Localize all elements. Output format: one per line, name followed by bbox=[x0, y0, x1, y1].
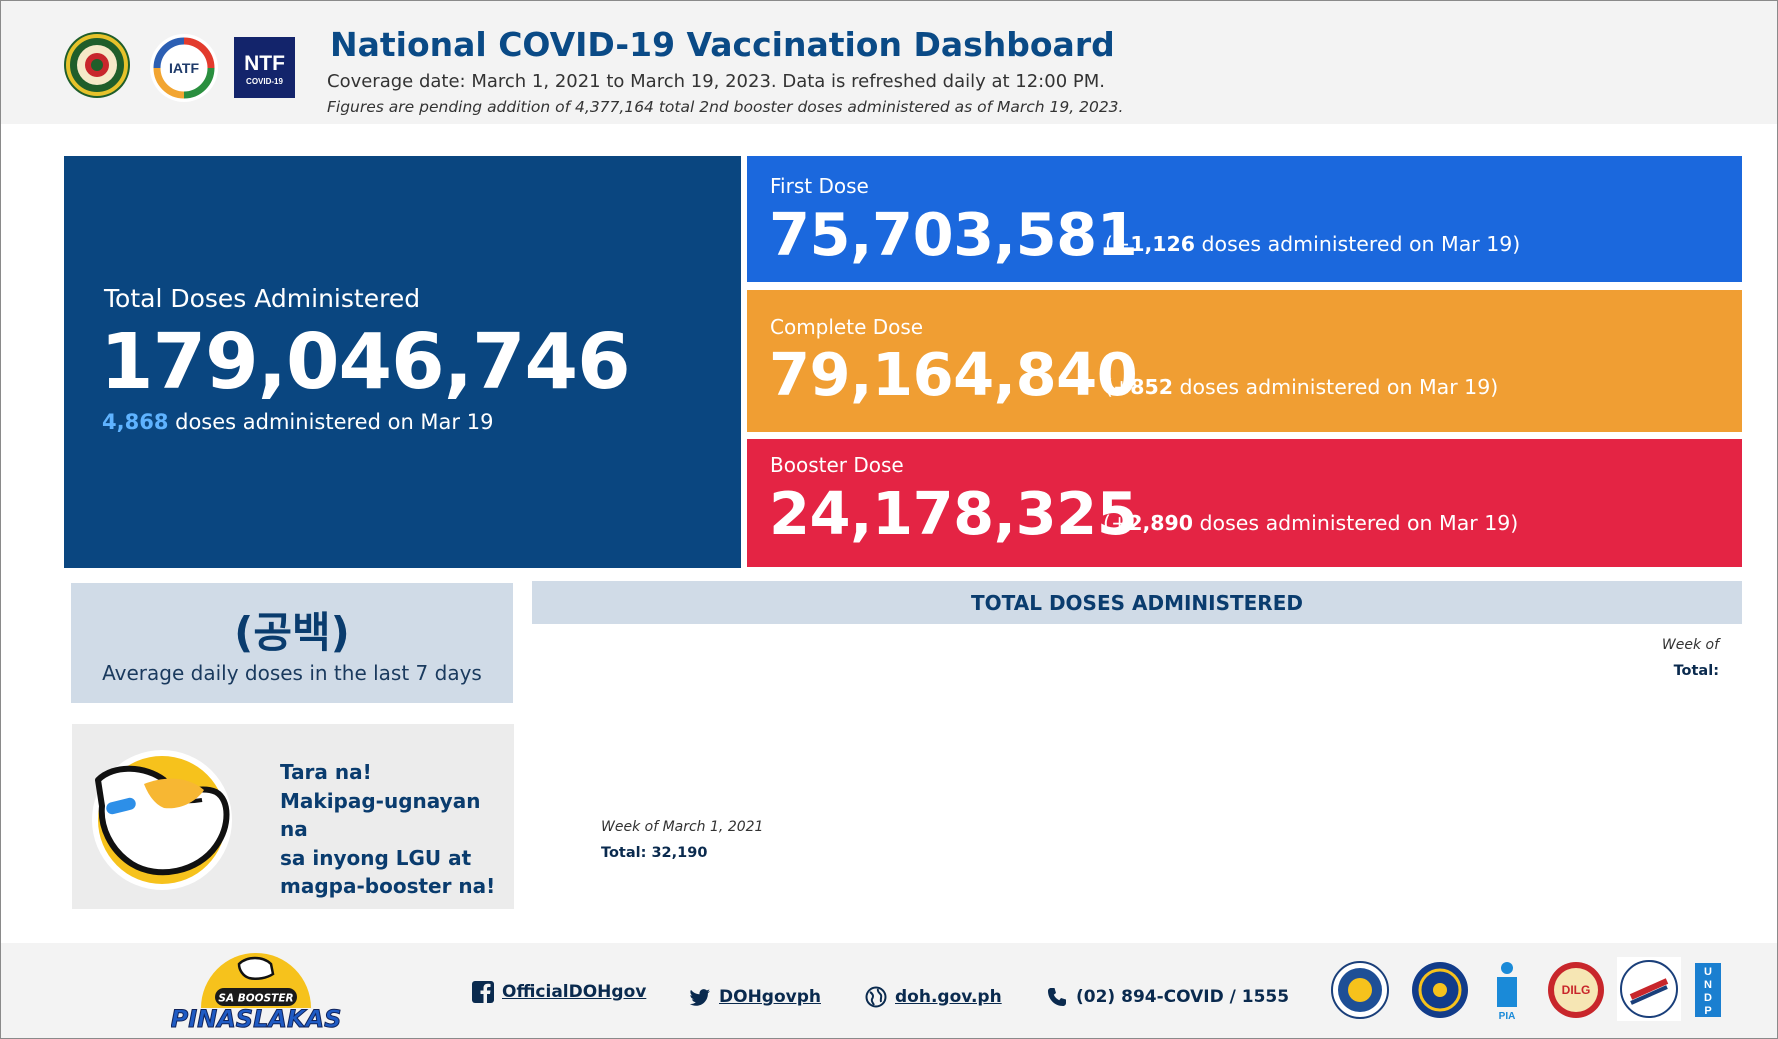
complete-dose-card: Complete Dose 79,164,840 (+852 doses adm… bbox=[747, 290, 1742, 432]
undp-letter: P bbox=[1704, 1005, 1711, 1017]
pinaslakas-logo-icon: SA BOOSTER PINASLAKAS bbox=[171, 953, 341, 1033]
chart-tooltip-week: Week of bbox=[1661, 637, 1719, 653]
undp-letter: D bbox=[1704, 992, 1712, 1004]
booster-dose-delta: 2,890 bbox=[1128, 511, 1194, 535]
total-doses-label: Total Doses Administered bbox=[104, 284, 421, 313]
first-dose-value: 75,703,581 bbox=[769, 200, 1138, 269]
complete-dose-value: 79,164,840 bbox=[769, 340, 1138, 409]
hotline-link[interactable]: (02) 894-COVID / 1555 bbox=[1046, 986, 1289, 1008]
complete-dose-suffix: doses administered on Mar 19) bbox=[1172, 375, 1499, 399]
booster-dose-label: Booster Dose bbox=[770, 453, 904, 477]
ntf-logo-text: NTF bbox=[244, 52, 285, 75]
booster-dose-daily: (+2,890 doses administered on Mar 19) bbox=[1103, 511, 1518, 535]
chart-header: TOTAL DOSES ADMINISTERED bbox=[532, 581, 1742, 624]
first-dose-daily: (+1,126 doses administered on Mar 19) bbox=[1105, 232, 1520, 256]
complete-dose-label: Complete Dose bbox=[770, 315, 924, 339]
booster-promo-box: Tara na! Makipag-ugnayan na sa inyong LG… bbox=[72, 724, 514, 909]
total-daily-suffix: doses administered on Mar 19 bbox=[168, 410, 494, 434]
undp-letter: U bbox=[1704, 966, 1712, 978]
dashboard-header: IATF NTF COVID-19 National COVID-19 Vacc… bbox=[1, 1, 1777, 124]
campaign-bottom-text: PINASLAKAS bbox=[171, 1005, 341, 1033]
total-doses-panel: Total Doses Administered 179,046,746 4,8… bbox=[64, 156, 741, 568]
average-daily-box: (공백) Average daily doses in the last 7 d… bbox=[71, 583, 513, 703]
presidential-seal-icon bbox=[1331, 961, 1389, 1019]
pia-logo-icon: PIA bbox=[1497, 962, 1517, 1021]
pcoo-seal-icon bbox=[1412, 962, 1468, 1018]
facebook-link-text[interactable]: OfficialDOHgov bbox=[502, 982, 647, 1002]
total-doses-value: 179,046,746 bbox=[100, 318, 631, 407]
promo-line: Makipag-ugnayan na bbox=[280, 788, 481, 842]
facebook-link[interactable]: OfficialDOHgov bbox=[472, 981, 646, 1003]
total-daily-doses: 4,868 doses administered on Mar 19 bbox=[102, 410, 493, 434]
iatf-logo-icon: IATF bbox=[150, 34, 218, 102]
ntf-logo-icon: NTF COVID-19 bbox=[234, 37, 295, 98]
undp-letter: N bbox=[1704, 979, 1712, 991]
booster-dose-card: Booster Dose 24,178,325 (+2,890 doses ad… bbox=[747, 439, 1742, 567]
twitter-link-text[interactable]: DOHgovph bbox=[719, 987, 821, 1007]
twitter-icon bbox=[689, 989, 710, 1006]
dilg-seal-text: DILG bbox=[1562, 983, 1591, 997]
booster-promo-text: Tara na! Makipag-ugnayan na sa inyong LG… bbox=[280, 758, 514, 901]
dict-seal-icon bbox=[1617, 957, 1681, 1021]
promo-line: sa inyong LGU at bbox=[280, 845, 472, 870]
chart-first-week-total: Total: 32,190 bbox=[601, 845, 708, 861]
first-dose-label: First Dose bbox=[770, 174, 869, 198]
booster-dose-suffix: doses administered on Mar 19) bbox=[1193, 511, 1519, 535]
first-dose-card: First Dose 75,703,581 (+1,126 doses admi… bbox=[747, 156, 1742, 282]
complete-dose-delta: 852 bbox=[1130, 375, 1173, 399]
twitter-link[interactable]: DOHgovph bbox=[689, 986, 821, 1008]
first-dose-suffix: doses administered on Mar 19) bbox=[1195, 232, 1521, 256]
chart-tooltip-total: Total: bbox=[1673, 663, 1719, 679]
average-daily-label: Average daily doses in the last 7 days bbox=[102, 661, 482, 685]
website-link[interactable]: doh.gov.ph bbox=[865, 986, 1002, 1008]
total-daily-count: 4,868 bbox=[102, 410, 169, 434]
booster-note: Figures are pending addition of 4,377,16… bbox=[327, 98, 1124, 116]
globe-icon bbox=[865, 986, 887, 1008]
dilg-seal-icon: DILG bbox=[1548, 962, 1604, 1018]
complete-dose-daily: (+852 doses administered on Mar 19) bbox=[1105, 375, 1498, 399]
dashboard-footer: SA BOOSTER PINASLAKAS OfficialDOHgov DOH… bbox=[1, 943, 1777, 1038]
chart-title: TOTAL DOSES ADMINISTERED bbox=[971, 591, 1303, 615]
booster-dose-prefix: (+ bbox=[1103, 511, 1129, 535]
first-dose-delta: 1,126 bbox=[1130, 232, 1196, 256]
website-link-text[interactable]: doh.gov.ph bbox=[895, 987, 1002, 1007]
campaign-top-text: SA BOOSTER bbox=[218, 993, 293, 1005]
doh-seal-icon bbox=[64, 32, 130, 98]
iatf-logo-text: IATF bbox=[169, 60, 200, 76]
promo-line: magpa-booster na! bbox=[280, 874, 496, 898]
phone-icon bbox=[1048, 988, 1066, 1006]
undp-logo-icon: U N D P bbox=[1695, 963, 1721, 1017]
ntf-logo-subtext: COVID-19 bbox=[246, 77, 283, 86]
complete-dose-prefix: (+ bbox=[1105, 375, 1131, 399]
booster-dose-value: 24,178,325 bbox=[769, 479, 1138, 548]
chart-first-week-label: Week of March 1, 2021 bbox=[601, 819, 764, 835]
coverage-date: Coverage date: March 1, 2021 to March 19… bbox=[327, 71, 1105, 92]
page-title: National COVID-19 Vaccination Dashboard bbox=[330, 25, 1115, 64]
pia-logo-text: PIA bbox=[1499, 1011, 1516, 1021]
hotline-text: (02) 894-COVID / 1555 bbox=[1076, 987, 1290, 1007]
promo-line: Tara na! bbox=[280, 760, 372, 784]
average-daily-value: (공백) bbox=[234, 608, 350, 657]
flexed-arm-icon bbox=[92, 750, 232, 890]
first-dose-prefix: (+ bbox=[1105, 232, 1131, 256]
facebook-icon bbox=[472, 981, 494, 1003]
